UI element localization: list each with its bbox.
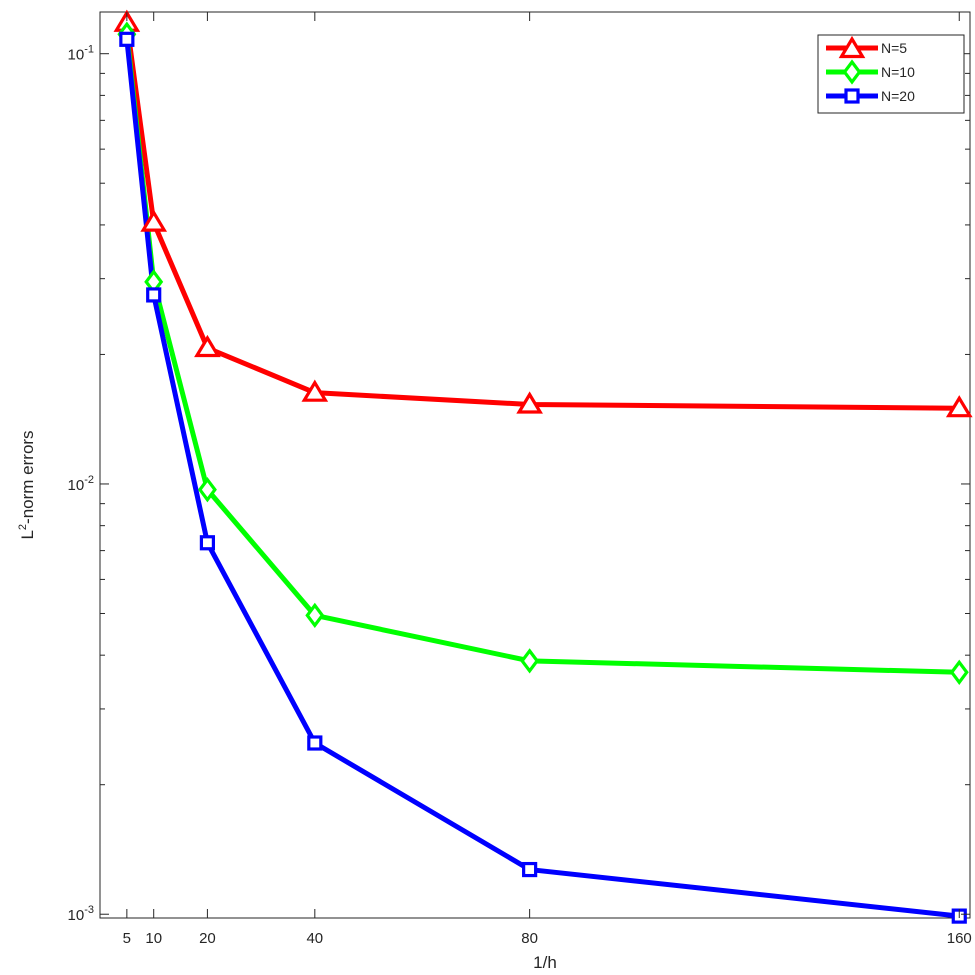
data-point-square	[146, 287, 162, 303]
series-line-N=20	[124, 39, 960, 919]
y-tick-label-base: 10	[68, 47, 85, 64]
x-tick-label: 20	[199, 930, 216, 947]
y-axis-label-sup: 2	[17, 524, 29, 530]
x-tick-label: 10	[145, 930, 162, 947]
data-point-square	[522, 861, 538, 878]
x-ticks: 5 10 20 40 80 160	[123, 12, 972, 947]
y-tick-label-base: 10	[68, 477, 85, 494]
legend-marker-square	[844, 88, 860, 104]
data-point-diamond	[305, 602, 325, 629]
x-tick-label: 5	[123, 930, 131, 947]
x-tick-label: 40	[306, 930, 323, 947]
x-tick-label: 80	[521, 930, 538, 947]
data-point-square	[119, 31, 135, 47]
y-axis-label: L2-norm errors	[17, 430, 37, 539]
legend-marker-triangle	[838, 35, 866, 59]
data-point-triangle	[140, 209, 168, 232]
data-point-square	[307, 735, 323, 751]
legend-marker-diamond	[842, 59, 862, 85]
data-point-triangle	[194, 334, 221, 358]
y-ticks: 10-110-210-3	[68, 44, 970, 924]
chart-axes	[99, 11, 971, 919]
series-line-N=5	[124, 22, 960, 411]
y-tick-label-base: 10	[68, 907, 85, 924]
legend-label: N=20	[881, 88, 915, 104]
legend-label: N=5	[881, 40, 907, 56]
plot-frame	[99, 11, 971, 919]
y-tick-label: 10-3	[68, 904, 94, 924]
x-axis-label: 1/h	[533, 953, 557, 972]
data-point-triangle	[945, 395, 973, 418]
y-tick-label-exp: -3	[84, 904, 94, 916]
y-tick-label-exp: -1	[84, 44, 94, 56]
y-tick-label: 10-2	[68, 474, 94, 494]
series-lines	[124, 22, 960, 919]
legend: N=5 N=10 N=20	[817, 34, 965, 114]
y-tick-label-exp: -2	[84, 474, 94, 486]
x-tick-label: 160	[947, 930, 972, 947]
y-axis-label-base: L	[18, 530, 37, 539]
data-point-diamond	[520, 648, 540, 674]
data-point-triangle	[516, 391, 543, 414]
y-tick-label: 10-1	[68, 44, 94, 64]
y-axis-label-rest: -norm errors	[18, 430, 37, 524]
data-point-diamond	[949, 659, 969, 685]
legend-label: N=10	[881, 64, 915, 80]
series-markers	[113, 9, 973, 924]
data-point-square	[199, 535, 216, 551]
series-line-N=10	[124, 33, 960, 675]
data-point-diamond	[197, 476, 217, 503]
data-point-triangle	[301, 379, 329, 402]
